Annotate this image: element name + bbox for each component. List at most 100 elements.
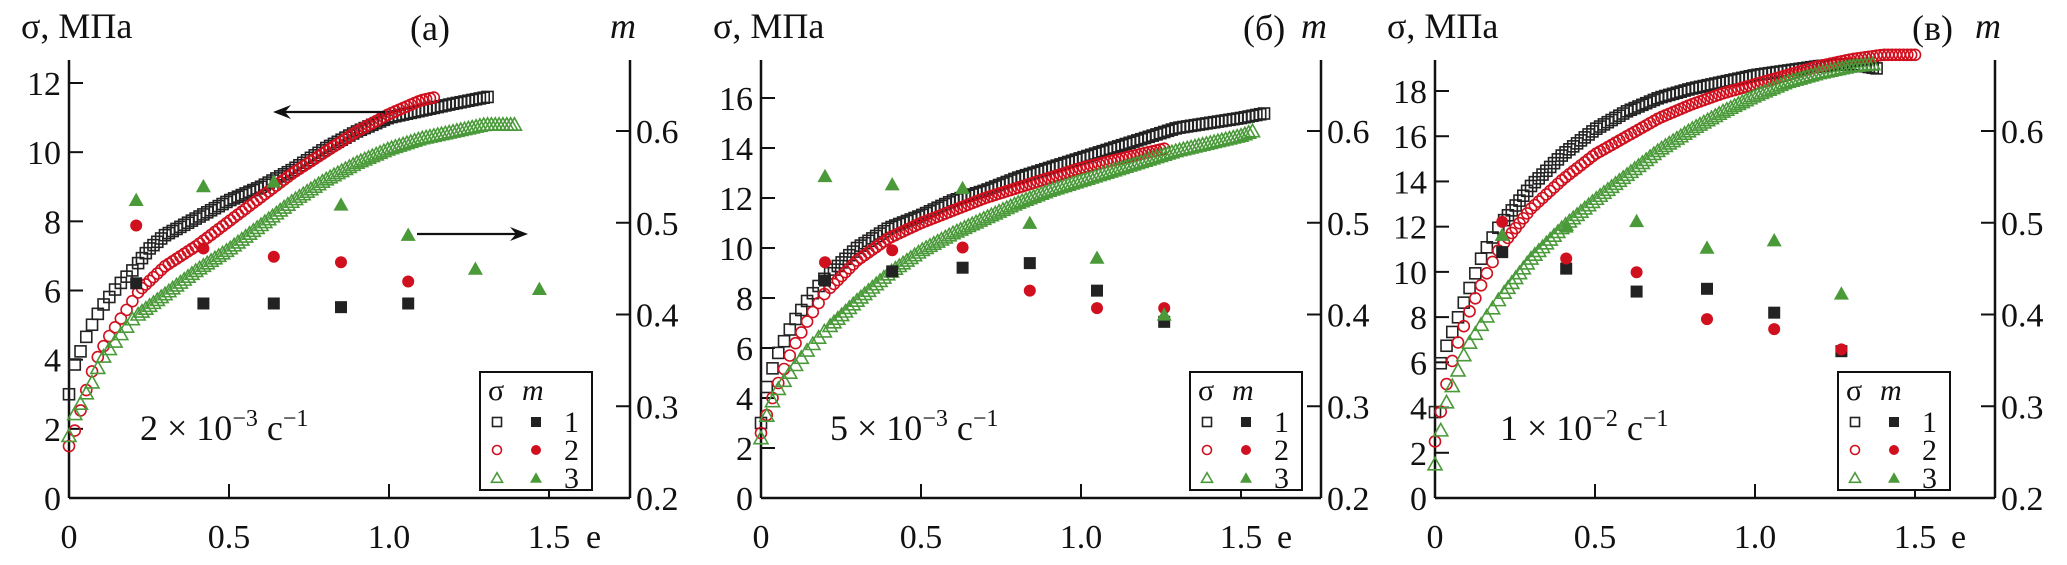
- m-point: [531, 281, 547, 295]
- sigma-point: [1472, 316, 1490, 332]
- y2-tick-label: 0.5: [636, 206, 679, 243]
- y-tick-label: 16: [1393, 119, 1427, 156]
- sigma-point: [1668, 130, 1686, 145]
- sigma-point: [1749, 86, 1766, 101]
- sigma-point: [986, 204, 1004, 220]
- sigma-point: [1474, 252, 1488, 265]
- m-point: [1156, 307, 1172, 321]
- m-series-1: [1496, 246, 1848, 358]
- sigma-point: [1710, 105, 1728, 121]
- y-tick-label: 0: [1410, 481, 1427, 518]
- m-point: [1560, 262, 1573, 275]
- sigma-point: [1540, 188, 1553, 201]
- y-tick-label: 0: [44, 481, 61, 518]
- m-point: [1630, 266, 1643, 279]
- sigma-point: [1017, 191, 1035, 206]
- sigma-point: [89, 359, 107, 375]
- legend-sigma-marker: [1848, 471, 1862, 484]
- sigma-point: [1653, 139, 1670, 155]
- sigma-point: [1551, 177, 1565, 191]
- x-axis-title: e: [586, 519, 601, 556]
- sigma-point: [752, 429, 770, 445]
- y-tick-label: 8: [44, 204, 61, 241]
- m-point: [130, 219, 143, 232]
- sigma-point: [1514, 259, 1532, 275]
- y2-axis-title: m: [610, 6, 636, 46]
- x-tick-label: 1.0: [1734, 519, 1777, 556]
- sigma-point: [1547, 181, 1561, 194]
- y2-tick-label: 0.3: [636, 389, 679, 426]
- y-tick-label: 12: [27, 66, 61, 103]
- sigma-point: [948, 222, 966, 238]
- sigma-point: [1605, 113, 1618, 127]
- sigma-point: [1536, 191, 1549, 205]
- legend-m-marker: [1889, 445, 1899, 455]
- sigma-point: [1451, 310, 1465, 324]
- panel-label: (a): [410, 8, 450, 48]
- sigma-point: [1541, 231, 1559, 246]
- sigma-point: [95, 348, 112, 363]
- sigma-point: [214, 244, 231, 260]
- sigma-point: [1547, 156, 1561, 170]
- sigma-point: [1495, 284, 1513, 300]
- m-point: [886, 265, 899, 278]
- sigma-point: [1526, 246, 1544, 262]
- sigma-point: [769, 380, 787, 396]
- legend-m-marker: [1888, 472, 1900, 483]
- legend-sigma-marker: [1849, 444, 1861, 456]
- y2-tick-label: 0.3: [2001, 389, 2044, 426]
- sigma-point: [1499, 279, 1517, 295]
- sigma-point: [1486, 255, 1499, 269]
- y-tick-label: 16: [719, 81, 753, 118]
- legend-entry-label: 3: [1274, 462, 1289, 495]
- y2-tick-label: 0.6: [2001, 114, 2044, 151]
- sigma-point: [1543, 160, 1557, 174]
- y-axis-title: σ, МПа: [21, 6, 132, 46]
- m-point: [956, 261, 969, 274]
- sigma-point: [1484, 299, 1501, 315]
- legend-header-m: m: [1232, 374, 1254, 407]
- sigma-point: [1904, 48, 1918, 62]
- sigma-point: [906, 246, 923, 262]
- y2-tick-label: 0.4: [1327, 298, 1370, 335]
- sigma-point: [1240, 124, 1258, 139]
- sigma-point: [894, 254, 912, 270]
- sigma-point: [83, 373, 101, 389]
- legend-entry-label: 2: [1922, 434, 1937, 467]
- y2-tick-label: 0.5: [2001, 206, 2044, 243]
- sigma-point: [1660, 134, 1678, 150]
- m-point: [130, 277, 143, 290]
- sigma-point: [147, 270, 160, 284]
- sigma-point: [998, 199, 1016, 215]
- y-tick-label: 14: [719, 131, 753, 168]
- arrow-to-sigma-axis: [273, 105, 385, 119]
- sigma-point: [1570, 161, 1584, 175]
- sigma-point: [283, 193, 301, 209]
- m-point: [819, 274, 831, 287]
- sigma-point: [202, 252, 220, 268]
- sigma-point: [112, 325, 130, 341]
- sigma-point: [302, 180, 320, 196]
- sigma-point: [1032, 185, 1050, 200]
- sigma-point: [783, 323, 797, 336]
- sigma-point: [1440, 339, 1453, 353]
- sigma-point: [840, 299, 858, 315]
- y-tick-label: 8: [1410, 300, 1427, 337]
- y-tick-label: 4: [44, 343, 61, 380]
- sigma-point: [1461, 334, 1478, 350]
- m-point: [1701, 282, 1713, 295]
- sigma-point: [1540, 164, 1553, 178]
- sigma-point: [375, 142, 393, 158]
- sigma-point: [1244, 122, 1261, 138]
- m-point: [267, 297, 280, 310]
- y2-tick-label: 0.3: [1327, 389, 1370, 426]
- m-point: [1558, 219, 1574, 233]
- panel-label: (в): [1912, 8, 1953, 48]
- y2-tick-label: 0.6: [636, 114, 679, 151]
- sigma-point: [1559, 170, 1572, 184]
- sigma-point: [151, 267, 164, 280]
- m-point: [1560, 252, 1573, 265]
- sigma-point: [352, 152, 370, 168]
- sigma-point: [1469, 267, 1482, 280]
